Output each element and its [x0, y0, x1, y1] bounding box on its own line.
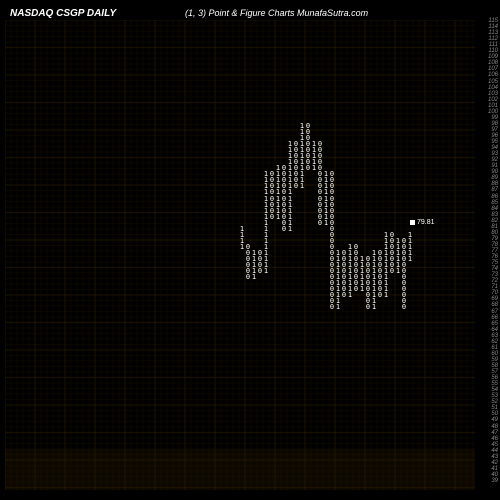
pnf-cell: 1 — [299, 183, 305, 189]
y-axis: 1151141131121111101091081071061051041031… — [478, 18, 498, 488]
point-figure-data: 1111000000111110000111111111111111110000… — [5, 20, 475, 490]
pnf-cell: 1 — [299, 177, 305, 183]
pnf-cell: 0 — [401, 286, 407, 292]
pnf-cell: 1 — [383, 274, 389, 280]
pnf-cell: 0 — [389, 232, 395, 238]
pnf-cell: 0 — [401, 298, 407, 304]
pnf-cell: 1 — [407, 232, 413, 238]
chart-subtitle: (1, 3) Point & Figure Charts MunafaSutra… — [185, 8, 368, 18]
pnf-cell: 0 — [329, 189, 335, 195]
pnf-cell: 0 — [317, 165, 323, 171]
pnf-cell: 1 — [371, 298, 377, 304]
pnf-cell: 0 — [305, 123, 311, 129]
marker-label: 79.81 — [417, 219, 435, 226]
pnf-cell: 1 — [347, 292, 353, 298]
pnf-cell: 1 — [335, 304, 341, 310]
pnf-cell: 1 — [383, 292, 389, 298]
pnf-cell: 0 — [329, 177, 335, 183]
marker-icon — [410, 220, 415, 225]
pnf-cell: 0 — [401, 304, 407, 310]
pnf-cell: 0 — [401, 280, 407, 286]
chart-title: NASDAQ CSGP DAILY — [10, 8, 116, 19]
pnf-cell: 0 — [329, 196, 335, 202]
pnf-cell: 1 — [335, 298, 341, 304]
pnf-cell: 0 — [329, 183, 335, 189]
pnf-cell: 0 — [401, 274, 407, 280]
pnf-cell: 0 — [329, 171, 335, 177]
pnf-cell: 1 — [287, 189, 293, 195]
pnf-cell: 0 — [245, 244, 251, 250]
pnf-cell: 0 — [317, 141, 323, 147]
pnf-cell: 1 — [383, 280, 389, 286]
pnf-cell: 1 — [299, 171, 305, 177]
pnf-cell: 1 — [371, 304, 377, 310]
y-axis-label: 39 — [491, 478, 498, 484]
pnf-cell: 1 — [239, 226, 245, 232]
pnf-cell: 1 — [383, 286, 389, 292]
pnf-cell: 1 — [251, 274, 257, 280]
pnf-cell: 1 — [287, 196, 293, 202]
price-marker: 79.81 — [410, 219, 435, 226]
pnf-cell: 0 — [401, 292, 407, 298]
pnf-cell: 0 — [317, 159, 323, 165]
pnf-cell: 0 — [353, 244, 359, 250]
